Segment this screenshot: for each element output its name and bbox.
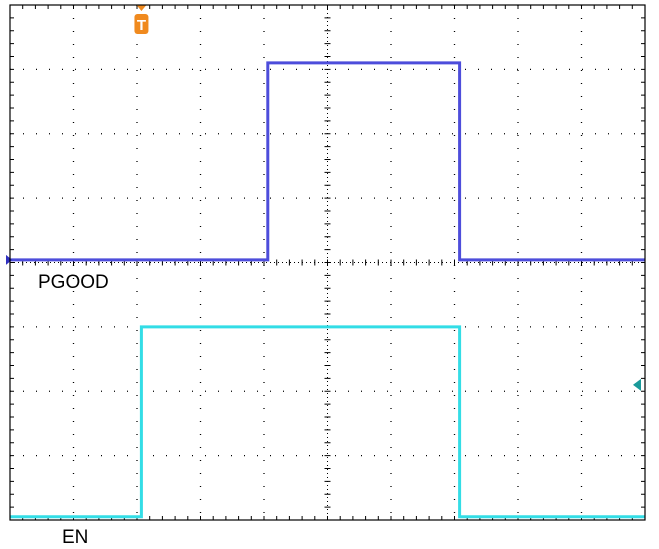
markers: T [6,5,641,391]
screen-border [9,4,646,521]
trigger-marker-icon [134,14,149,34]
ch1-ground-marker-icon [6,254,12,265]
traces [10,61,645,519]
ch2-level-marker-icon [633,378,641,391]
series-label-pgood: PGOOD [38,272,109,293]
trigger-marker-label: T [137,17,146,34]
trace-pgood [10,61,645,262]
trigger-position-arrow-icon [136,5,147,11]
trace-en [10,325,645,519]
series-label-en: EN [62,527,88,548]
